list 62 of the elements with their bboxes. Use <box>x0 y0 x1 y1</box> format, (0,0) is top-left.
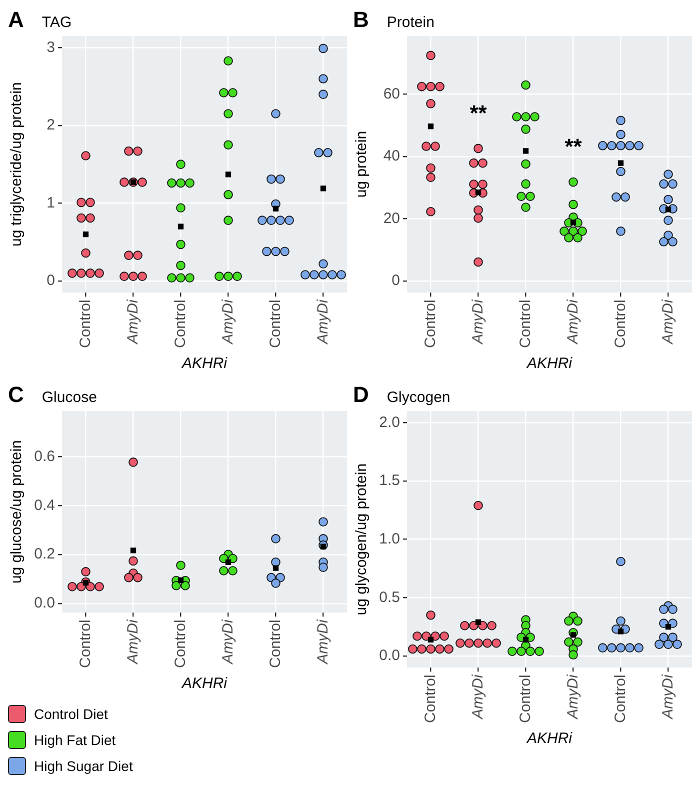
legend-label: High Fat Diet <box>34 732 116 748</box>
y-tick-label: 1.0 <box>379 530 400 548</box>
x-tick-label: AmyDi <box>659 298 676 345</box>
chart-title: Protein <box>386 14 434 32</box>
y-tick-label: 1 <box>46 194 55 212</box>
y-tick-label: 40 <box>383 148 400 165</box>
x-tick-label: Control <box>516 674 534 724</box>
x-tick-label: Control <box>516 300 534 348</box>
y-tick-label: 0.0 <box>379 647 400 664</box>
text: A <box>8 7 24 32</box>
text: B <box>353 7 369 32</box>
text: D <box>353 382 369 407</box>
x-axis-title: AKHRi <box>526 355 573 372</box>
y-tick-label: 0.2 <box>34 546 55 563</box>
annotation: ** <box>564 134 582 160</box>
y-tick-label: 0.0 <box>34 594 55 612</box>
x-tick-label: AmyDi <box>469 298 486 345</box>
x-tick-label: AmyDi <box>469 674 486 720</box>
chart-title: Glucose <box>42 389 97 407</box>
x-tick-label: Control <box>76 300 94 348</box>
x-tick-label: Control <box>76 620 94 668</box>
x-tick-label: Control <box>612 300 629 348</box>
y-tick-label: 60 <box>383 85 400 102</box>
x-tick-label: AmyDi <box>124 618 142 665</box>
x-tick-label: AmyDi <box>219 618 236 665</box>
x-tick-label: AmyDi <box>219 298 236 345</box>
y-tick-label: 2.0 <box>379 414 400 431</box>
x-tick-label: AmyDi <box>564 674 582 720</box>
y-tick-label: 20 <box>383 210 400 227</box>
y-tick-label: 1.5 <box>379 472 400 490</box>
y-tick-label: 2 <box>46 116 55 134</box>
y-axis-title: ug glycogen/ug protein <box>353 463 370 616</box>
x-axis-title: AKHRi <box>526 730 573 748</box>
y-axis-title: ug glucose/ug protein <box>8 440 26 584</box>
legend-label: High Sugar Diet <box>34 758 133 774</box>
x-axis-title: AKHRi <box>180 675 228 692</box>
y-tick-label: 0.6 <box>34 448 55 465</box>
chart-title: TAG <box>42 14 72 32</box>
annotation: ** <box>470 100 488 126</box>
y-tick-label: 0.4 <box>34 496 55 514</box>
x-tick-label: Control <box>422 300 439 348</box>
x-tick-label: AmyDi <box>314 298 332 345</box>
legend-label: Control Diet <box>34 706 108 722</box>
y-tick-label: 0 <box>392 272 400 290</box>
chart-title: Glycogen <box>386 389 450 407</box>
y-tick-label: 0.5 <box>379 588 400 606</box>
x-tick-label: Control <box>172 300 189 348</box>
x-tick-label: AmyDi <box>659 674 676 720</box>
y-axis-title: ug protein <box>353 130 370 198</box>
x-tick-label: Control <box>422 674 439 724</box>
x-tick-label: AmyDi <box>564 298 582 345</box>
x-tick-label: Control <box>266 300 284 348</box>
x-axis-title: AKHRi <box>180 355 228 372</box>
x-tick-label: Control <box>612 674 629 724</box>
text: C <box>8 382 24 407</box>
x-tick-label: AmyDi <box>314 618 332 665</box>
x-tick-label: Control <box>172 620 189 668</box>
y-axis-title: ug triglyceride/ug protein <box>8 82 26 246</box>
y-tick-label: 0 <box>46 272 55 290</box>
x-tick-label: Control <box>266 620 284 668</box>
x-tick-label: AmyDi <box>124 298 142 345</box>
y-tick-label: 3 <box>46 38 55 56</box>
